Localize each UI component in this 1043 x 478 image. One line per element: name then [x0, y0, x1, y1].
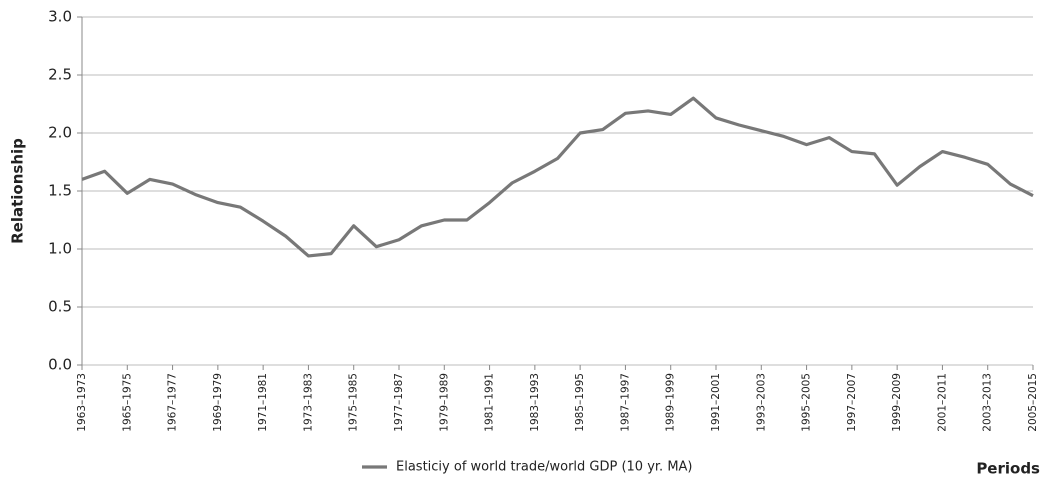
y-tick-label: 0.5	[48, 298, 72, 316]
x-tick-label: 1997–2007	[846, 373, 858, 432]
x-tick-label: 1995–2005	[801, 373, 813, 432]
legend-label: Elasticiy of world trade/world GDP (10 y…	[396, 460, 693, 475]
x-tick-label: 1999–2009	[891, 373, 903, 432]
x-tick-label: 1969–1979	[212, 373, 224, 432]
x-tick-label: 1981–1991	[484, 373, 496, 432]
y-tick-label: 1.5	[48, 182, 72, 200]
x-tick-label: 1963–1973	[76, 373, 88, 432]
x-tick-label: 1967–1977	[167, 373, 179, 432]
x-tick-label: 2003–2013	[982, 373, 994, 432]
x-tick-label: 1979–1989	[438, 373, 450, 432]
y-tick-label: 3.0	[48, 8, 72, 26]
x-tick-label: 2005–2015	[1027, 373, 1039, 432]
x-tick-label: 1977–1987	[393, 373, 405, 432]
y-tick-label: 1.0	[48, 240, 72, 258]
x-tick-label: 1985–1995	[574, 373, 586, 432]
x-tick-label: 2001–2011	[936, 373, 948, 432]
x-tick-label: 1991–2001	[710, 373, 722, 432]
y-tick-label: 0.0	[48, 356, 72, 374]
x-tick-label: 1975–1985	[348, 373, 360, 432]
x-tick-label: 1993–2003	[755, 373, 767, 432]
x-tick-label: 1973–1983	[302, 373, 314, 432]
y-tick-label: 2.0	[48, 124, 72, 142]
y-tick-label: 2.5	[48, 66, 72, 84]
series-line	[81, 96, 1034, 258]
x-tick-label: 1987–1997	[619, 373, 631, 432]
x-tick-label: 1971–1981	[257, 373, 269, 432]
x-tick-label: 1965–1975	[121, 373, 133, 432]
x-axis-label: Periods	[976, 460, 1040, 478]
x-tick-label: 1989–1999	[665, 373, 677, 432]
x-tick-label: 1983–1993	[529, 373, 541, 432]
y-axis-label: Relationship	[9, 138, 27, 244]
